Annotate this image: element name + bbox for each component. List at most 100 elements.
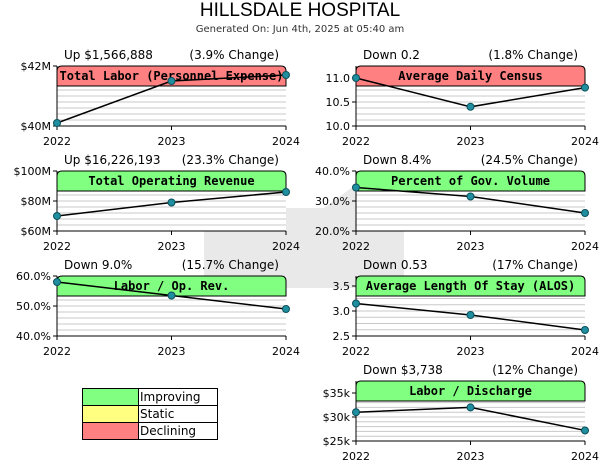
data-point — [581, 326, 589, 334]
y-tick-label: 11.0 — [326, 72, 351, 85]
x-tick-label: 2022 — [43, 240, 71, 253]
chart-title: Labor / Op. Rev. — [114, 279, 230, 293]
chart-5: Down 9.0% (15.7% Change) Labor / Op. Rev. 4… — [16, 258, 300, 358]
x-tick-label: 2023 — [158, 240, 186, 253]
data-point — [581, 83, 589, 92]
chart-title: Labor / Discharge — [409, 384, 532, 398]
y-tick-label: 2.5 — [333, 330, 351, 343]
y-tick-label: $80M — [21, 195, 52, 208]
chart-title: Average Daily Census — [398, 69, 543, 83]
legend-item-static: Static — [82, 405, 218, 423]
data-point — [282, 305, 290, 313]
data-point — [53, 278, 61, 286]
x-tick-label: 2023 — [457, 135, 485, 148]
legend-label-declining: Declining — [138, 422, 218, 440]
chart-6: Down 0.53 (17% Change) Average Length Of S… — [333, 258, 600, 358]
x-tick-label: 2023 — [457, 345, 485, 358]
chart-title: Total Labor (Personnel Expense) — [60, 69, 284, 83]
legend-swatch-static — [82, 405, 139, 423]
x-tick-label: 2024 — [571, 345, 599, 358]
y-tick-label: $60M — [21, 225, 52, 238]
legend: Improving Static Declining — [82, 388, 218, 440]
y-tick-label: $30k — [323, 411, 351, 424]
x-tick-label: 2023 — [158, 345, 186, 358]
data-point — [581, 209, 589, 217]
y-tick-label: 3.0 — [333, 305, 351, 318]
data-point — [352, 408, 360, 417]
data-point — [466, 403, 475, 412]
change-text: Down 9.0% — [64, 258, 132, 272]
chart-title: Average Length Of Stay (ALOS) — [366, 279, 576, 293]
data-point — [282, 71, 290, 79]
x-tick-label: 2022 — [342, 135, 370, 148]
y-tick-label: $100M — [14, 165, 52, 178]
x-tick-label: 2023 — [158, 135, 186, 148]
y-tick-label: $40M — [21, 120, 52, 133]
chart-title: Percent of Gov. Volume — [391, 174, 550, 188]
y-tick-label: 10.0 — [326, 120, 351, 133]
x-tick-label: 2024 — [571, 450, 599, 463]
legend-swatch-improving — [82, 388, 139, 406]
pct-change-text: (23.3% Change) — [182, 153, 279, 167]
x-tick-label: 2022 — [342, 345, 370, 358]
pct-change-text: (12% Change) — [492, 363, 578, 377]
legend-label-improving: Improving — [138, 388, 218, 406]
data-point — [466, 311, 475, 319]
x-tick-label: 2024 — [571, 240, 599, 253]
y-tick-label: 60.0% — [16, 270, 51, 283]
pct-change-text: (1.8% Change) — [488, 48, 578, 62]
x-tick-label: 2022 — [43, 135, 71, 148]
y-tick-label: 10.5 — [326, 96, 351, 109]
x-tick-label: 2022 — [342, 450, 370, 463]
legend-swatch-declining — [82, 422, 139, 440]
data-point — [53, 119, 61, 127]
change-text: Up $1,566,888 — [64, 48, 153, 62]
change-text: Down 0.53 — [363, 258, 428, 272]
y-tick-label: 20.0% — [315, 225, 350, 238]
chart-7: Down $3,738 (12% Change) Labor / Discharge… — [323, 363, 599, 463]
data-point — [352, 299, 360, 308]
chart-3: Up $16,226,193 (23.3% Change) Total Operat… — [14, 153, 301, 253]
y-tick-label: 40.0% — [315, 165, 350, 178]
pct-change-text: (3.9% Change) — [189, 48, 279, 62]
data-point — [53, 212, 61, 220]
data-point — [466, 192, 475, 201]
legend-label-static: Static — [138, 405, 218, 423]
change-text: Down $3,738 — [363, 363, 443, 377]
change-text: Down 8.4% — [363, 153, 431, 167]
x-tick-label: 2024 — [571, 135, 599, 148]
x-tick-label: 2023 — [457, 240, 485, 253]
data-point — [352, 74, 360, 82]
chart-2: Down 0.2 (1.8% Change) Average Daily Censu… — [326, 48, 600, 148]
data-point — [466, 102, 475, 111]
data-point — [167, 291, 176, 300]
x-tick-label: 2024 — [272, 240, 300, 253]
change-text: Up $16,226,193 — [64, 153, 161, 167]
pct-change-text: (15.7% Change) — [182, 258, 279, 272]
data-point — [581, 426, 589, 435]
legend-item-improving: Improving — [82, 388, 218, 406]
x-tick-label: 2023 — [457, 450, 485, 463]
data-point — [167, 198, 176, 207]
y-tick-label: 30.0% — [315, 195, 350, 208]
data-point — [167, 77, 176, 85]
chart-1: Up $1,566,888 (3.9% Change) Total Labor (P… — [21, 48, 301, 148]
legend-item-declining: Declining — [82, 422, 218, 440]
pct-change-text: (24.5% Change) — [481, 153, 578, 167]
generated-timestamp: Generated On: Jun 4th, 2025 at 05:40 am — [195, 24, 405, 35]
chart-title: Total Operating Revenue — [88, 174, 254, 188]
data-point — [282, 188, 290, 196]
pct-change-text: (17% Change) — [492, 258, 578, 272]
y-tick-label: 50.0% — [16, 300, 51, 313]
page-title: HILLSDALE HOSPITAL — [199, 0, 401, 21]
y-tick-label: 3.5 — [333, 280, 351, 293]
x-tick-label: 2022 — [43, 345, 71, 358]
x-tick-label: 2022 — [342, 240, 370, 253]
x-tick-label: 2024 — [272, 135, 300, 148]
x-tick-label: 2024 — [272, 345, 300, 358]
y-tick-label: 40.0% — [16, 330, 51, 343]
y-tick-label: $35k — [323, 387, 351, 400]
data-point — [352, 183, 360, 192]
y-tick-label: $42M — [21, 60, 52, 73]
